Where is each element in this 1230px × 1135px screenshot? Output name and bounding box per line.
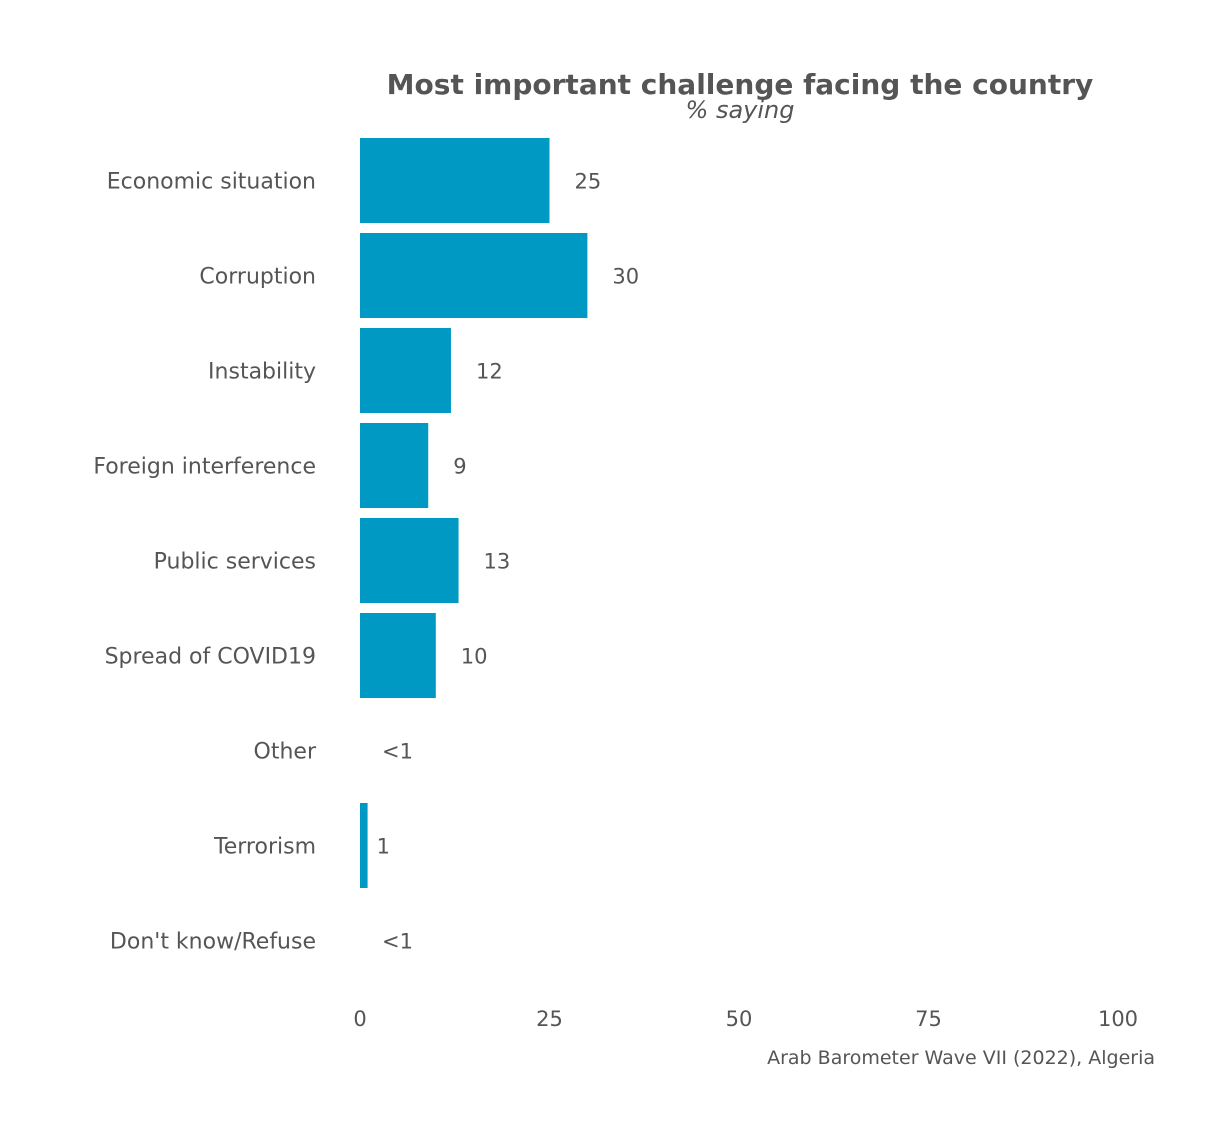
chart-subtitle: % saying	[686, 96, 795, 124]
category-label: Other	[254, 740, 317, 765]
value-label: 25	[575, 170, 602, 194]
bar-1	[360, 233, 588, 318]
value-label: 9	[453, 455, 466, 479]
category-label: Corruption	[199, 265, 316, 290]
bar-5	[360, 613, 436, 698]
x-tick-label: 0	[353, 1007, 366, 1031]
category-label: Public services	[154, 550, 316, 575]
bars-group	[360, 138, 588, 888]
value-label: 1	[377, 835, 390, 859]
value-label: 10	[461, 645, 488, 669]
value-label: <1	[382, 930, 413, 954]
x-tick-label: 100	[1098, 1007, 1138, 1031]
category-label: Foreign interference	[93, 455, 316, 480]
category-label: Terrorism	[213, 835, 316, 860]
x-axis-ticks: 0 25 50 75 100	[353, 1007, 1138, 1031]
bar-0	[360, 138, 550, 223]
value-label: 13	[484, 550, 511, 574]
value-label: 30	[612, 265, 639, 289]
chart-title: Most important challenge facing the coun…	[387, 68, 1094, 101]
value-label: 12	[476, 360, 503, 384]
value-labels: 25 30 12 9 13 10 <1 1 <1	[377, 170, 640, 954]
bar-4	[360, 518, 459, 603]
category-label: Spread of COVID19	[105, 645, 316, 670]
x-tick-label: 50	[726, 1007, 753, 1031]
category-label: Don't know/Refuse	[110, 930, 316, 955]
bar-2	[360, 328, 451, 413]
chart-caption: Arab Barometer Wave VII (2022), Algeria	[767, 1047, 1155, 1069]
x-tick-label: 25	[536, 1007, 563, 1031]
category-labels: Economic situation Corruption Instability F…	[93, 170, 317, 955]
x-tick-label: 75	[915, 1007, 942, 1031]
category-label: Instability	[208, 360, 316, 385]
value-label: <1	[382, 740, 413, 764]
bar-3	[360, 423, 429, 508]
bar-7	[360, 803, 368, 888]
category-label: Economic situation	[107, 170, 316, 195]
